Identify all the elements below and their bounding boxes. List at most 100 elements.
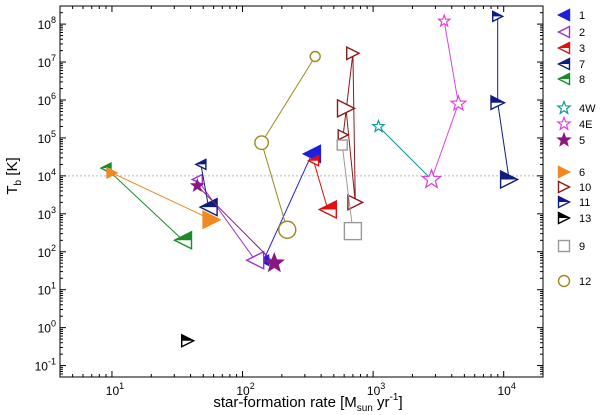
y-tick-label-exp: 5	[51, 129, 56, 139]
legend-label: 11	[579, 197, 590, 209]
y-tick-label: 100	[38, 319, 56, 336]
data-point	[189, 177, 205, 193]
legend-marker-half-fill	[558, 58, 570, 64]
legend-marker-half-fill	[558, 73, 570, 79]
y-tick-label-base: 10	[38, 246, 52, 260]
series-line	[341, 144, 354, 232]
data-point-shape	[337, 128, 350, 142]
legend-item: 6	[557, 165, 585, 179]
legend-item: 5	[556, 131, 585, 147]
y-tick-label-exp: 7	[51, 53, 56, 63]
y-tick-label-base: 10	[38, 170, 52, 184]
y-tick-label-base: 10	[38, 132, 52, 146]
legend-label: 9	[579, 241, 585, 253]
data-point-shape	[202, 210, 222, 230]
series-3	[307, 154, 337, 220]
series-line	[313, 160, 329, 210]
x-axis-label-sup: -1	[390, 392, 399, 403]
legend-marker-shape	[557, 180, 572, 194]
data-point-shape	[347, 193, 365, 211]
legend-marker	[556, 99, 572, 115]
legend-marker	[556, 115, 572, 131]
x-tick-label: 101	[106, 381, 124, 398]
x-tick-label-base: 10	[367, 384, 381, 398]
x-axis-label-mid: yr	[373, 394, 390, 411]
data-point-half-fill	[491, 95, 505, 103]
series-4E	[420, 13, 468, 189]
data-point-shape	[309, 50, 321, 63]
legend-marker-half-fill	[558, 212, 570, 218]
legend-label: 6	[579, 167, 585, 179]
y-tick-label: 102	[38, 243, 56, 260]
y-tick-label-base: 10	[38, 284, 52, 298]
legend-item: 11	[557, 195, 590, 209]
legend-label: 13	[579, 213, 591, 225]
data-point-half-fill	[308, 155, 319, 161]
data-point-shape	[245, 250, 265, 270]
legend-marker-shape	[556, 8, 571, 22]
series-line	[200, 164, 210, 208]
x-tick-label: 104	[498, 381, 516, 398]
series-line	[342, 53, 356, 203]
series-9	[336, 139, 363, 241]
y-tick-label-exp: 3	[51, 205, 56, 215]
legend-item: 12	[557, 274, 591, 288]
data-point	[99, 161, 112, 175]
series-6	[106, 166, 222, 230]
data-point-shape	[449, 94, 468, 112]
legend-marker	[557, 195, 572, 209]
x-tick-label-exp: 1	[119, 381, 124, 391]
data-point-shape	[189, 177, 205, 193]
y-tick-label-exp: 2	[51, 243, 56, 253]
data-point-shape	[263, 252, 285, 273]
y-tick-label-exp: 0	[51, 319, 56, 329]
y-tick-label: 101	[38, 281, 56, 298]
legend-marker	[556, 57, 571, 71]
y-axis-label-sub: b	[13, 179, 24, 185]
data-point	[172, 230, 193, 250]
legend-label: 4E	[579, 119, 592, 131]
x-tick-label: 103	[367, 381, 385, 398]
y-tick-label-base: 10	[38, 322, 52, 336]
series-5	[189, 177, 285, 273]
legend-marker-shape	[556, 131, 572, 147]
series-10	[336, 45, 365, 211]
series-13	[180, 333, 196, 348]
legend-marker	[556, 131, 572, 147]
y-axis-label-end: [K]	[4, 157, 21, 180]
data-point-shape	[343, 221, 363, 241]
y-tick-label: 106	[38, 91, 56, 108]
y-tick-label-exp: -1	[48, 357, 56, 367]
x-axis-label: star-formation rate [Msun yr-1]	[213, 392, 402, 414]
data-point	[490, 94, 507, 111]
data-point-shape	[254, 135, 270, 151]
data-point-shape	[436, 13, 452, 28]
y-tick-label: 105	[38, 129, 56, 146]
data-point	[278, 220, 297, 239]
y-tick-label-exp: 4	[51, 167, 56, 177]
y-tick-label-base: 10	[38, 18, 52, 32]
x-tick-label-base: 10	[236, 384, 250, 398]
data-point	[499, 169, 520, 190]
legend-marker	[557, 165, 572, 179]
y-tick-label-base: 10	[35, 360, 49, 374]
legend-label: 5	[579, 135, 585, 147]
data-point-shape	[278, 220, 297, 239]
data-point	[336, 98, 357, 119]
legend-marker	[556, 8, 571, 22]
x-axis-label-sub: sun	[357, 403, 373, 414]
data-point-shape	[336, 98, 357, 119]
data-point-shape	[371, 118, 386, 133]
x-axis-label-end: ]	[398, 394, 402, 411]
legend-item: 4E	[556, 115, 592, 131]
legend-label: 12	[579, 276, 591, 288]
series-7	[194, 158, 218, 217]
legend-label: 3	[579, 43, 585, 55]
y-axis-label-main: T	[4, 185, 21, 194]
series-line	[196, 179, 256, 261]
x-tick-label-base: 10	[498, 384, 512, 398]
data-point-half-fill	[500, 171, 518, 180]
data-point	[436, 13, 452, 28]
